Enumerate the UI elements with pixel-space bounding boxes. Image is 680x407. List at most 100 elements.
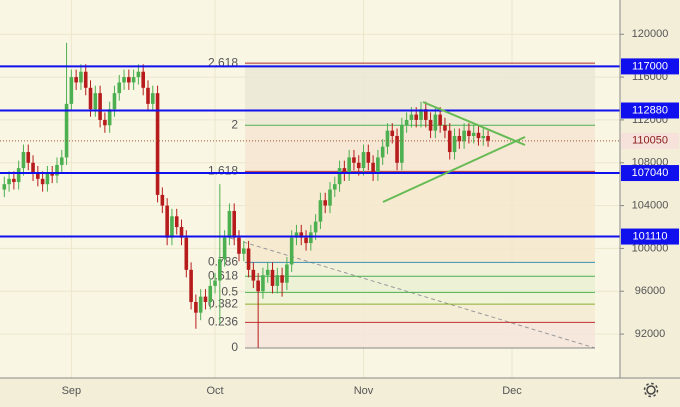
fib-label: 2 [231,117,238,131]
candle-body [232,210,237,238]
candle-body [414,114,419,120]
candle-body [107,109,112,126]
candle-body [127,77,131,83]
candle-body [452,135,457,153]
candle-body [64,103,69,158]
candle-body [16,168,21,183]
candle-body [136,71,141,78]
candle-body [131,77,136,83]
triangle-upper [422,101,526,146]
candle-body [40,178,45,185]
fib-label: 0.618 [208,268,238,282]
candle-body [404,119,409,126]
candle-body [174,216,179,228]
candle-body [309,232,313,244]
fib-label: 1.618 [208,164,238,178]
fib-label: 0.5 [221,285,238,299]
candle-body [275,275,280,286]
candle-body [21,152,26,169]
level-tag [621,58,679,75]
candle-body [462,130,466,142]
candle-body [88,87,93,110]
x-tick-label: Dec [502,385,522,397]
level-tag [621,165,679,182]
candle-body [342,168,347,174]
candle-body [318,200,323,222]
candle-body [419,109,423,120]
candle-body [304,237,308,244]
y-tick-label: 120000 [632,28,669,40]
candle-body [299,232,304,238]
candle-body [285,264,289,283]
candle-body [50,173,54,176]
level-tag [621,102,679,119]
fib-label: 0.382 [208,296,238,310]
candle-body [289,237,294,265]
candle-body [2,184,7,190]
fib-zone [245,276,595,293]
candle-body [203,296,208,302]
level-tag-label: 112880 [632,104,668,116]
candle-body [390,130,395,136]
candle-body [194,301,198,313]
candle-body [443,125,447,131]
candle-body [227,210,232,238]
candle-body [198,296,203,313]
candle-body [256,280,260,292]
x-axis-area [0,378,620,407]
candle-body [59,157,64,165]
y-tick-label: 92000 [635,328,666,340]
candle-body [31,162,35,174]
candle-body [74,77,78,83]
y-tick-label: 96000 [635,285,666,297]
candle-body [189,269,193,302]
candle-body [433,114,438,131]
candle-body [117,82,122,94]
candle-body [332,184,337,190]
candle-body [45,173,50,185]
y-tick-label: 100000 [632,242,669,254]
candle-body [146,87,150,104]
candle-body [313,221,318,233]
level-tag-label: 101110 [632,230,667,242]
candle-body [237,237,241,254]
candle-body [241,248,246,254]
candle-body [457,135,462,142]
candle-body [141,71,145,88]
level-tag-label: 107040 [632,167,669,179]
x-tick-label: Sep [62,385,82,397]
last-price-label: 110050 [632,135,668,147]
candle-body [179,227,184,238]
candle-body [481,135,486,139]
candle-body [380,146,385,158]
candle-body [246,248,251,270]
candle-body [36,173,40,179]
candle-body [150,93,155,104]
candle-body [328,189,332,206]
candle-body [122,77,126,83]
candle-body [26,152,31,163]
candle-body [7,178,11,185]
candle-body [447,130,452,153]
candle-body [395,135,399,163]
settings-icon[interactable] [643,382,659,398]
x-tick-label: Nov [354,385,374,397]
candle-body [356,162,361,169]
candle-body [170,216,174,238]
fib-label: 0.786 [208,255,238,269]
fib-zone [245,292,595,305]
candle-body [347,157,351,174]
candle-body [467,130,471,136]
candle-body [270,269,275,286]
candle-body [486,135,490,141]
fib-zone [245,322,595,349]
candle-body [400,125,404,163]
candle-body [323,200,328,206]
candle-body [98,93,102,120]
fib-zone [245,262,595,277]
candle-body [261,275,265,292]
candle-body [476,132,481,139]
candle-body [409,114,414,120]
candle-body [438,114,442,126]
